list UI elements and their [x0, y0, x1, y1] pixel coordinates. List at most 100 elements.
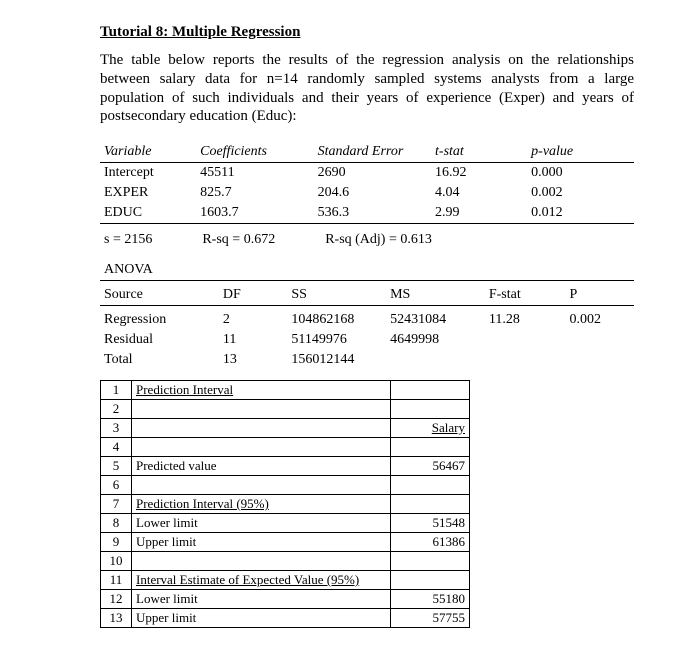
cell-ss: 156012144 — [287, 350, 386, 370]
prediction-interval-table: 1Prediction Interval23 Salary 45Predicted … — [100, 380, 470, 628]
table-row: 7Prediction Interval (95%) — [101, 495, 470, 514]
cell-coef: 45511 — [196, 163, 313, 183]
cell-se: 536.3 — [314, 203, 431, 224]
row-label — [132, 400, 391, 419]
row-value: 61386 — [391, 533, 470, 552]
page-title: Tutorial 8: Multiple Regression — [100, 24, 634, 41]
row-label: Predicted value — [132, 457, 391, 476]
cell-p — [565, 350, 634, 370]
row-label: Prediction Interval (95%) — [132, 495, 391, 514]
cell-p: 0.002 — [527, 183, 634, 203]
cell-ms — [386, 350, 485, 370]
stat-rsq: R-sq = 0.672 — [202, 232, 275, 248]
cell-ms: 4649998 — [386, 330, 485, 350]
cell-var: EDUC — [100, 203, 196, 224]
cell-src: Regression — [100, 310, 219, 330]
table-row: 3 Salary — [101, 419, 470, 438]
cell-f: 11.28 — [485, 310, 566, 330]
table-row: 12Lower limit55180 — [101, 590, 470, 609]
row-number: 2 — [101, 400, 132, 419]
cell-coef: 1603.7 — [196, 203, 313, 224]
col-standard-error: Standard Error — [314, 142, 431, 163]
cell-src: Total — [100, 350, 219, 370]
row-label: Interval Estimate of Expected Value (95%… — [132, 571, 391, 590]
cell-t: 16.92 — [431, 163, 527, 183]
col-source: Source — [100, 285, 219, 306]
table-row: 11Interval Estimate of Expected Value (9… — [101, 571, 470, 590]
row-value: 51548 — [391, 514, 470, 533]
cell-p: 0.012 — [527, 203, 634, 224]
col-p: P — [565, 285, 634, 306]
row-value — [391, 571, 470, 590]
cell-p: 0.000 — [527, 163, 634, 183]
cell-var: Intercept — [100, 163, 196, 183]
table-row: 13Upper limit57755 — [101, 609, 470, 628]
col-t-stat: t-stat — [431, 142, 527, 163]
table-row: Residual 11 51149976 4649998 — [100, 330, 634, 350]
col-p-value: p-value — [527, 142, 634, 163]
row-number: 7 — [101, 495, 132, 514]
cell-ss: 104862168 — [287, 310, 386, 330]
col-variable: Variable — [100, 142, 196, 163]
row-label — [132, 419, 391, 438]
table-row: 1Prediction Interval — [101, 381, 470, 400]
row-label — [132, 438, 391, 457]
col-df: DF — [219, 285, 288, 306]
row-number: 5 — [101, 457, 132, 476]
col-coefficients: Coefficients — [196, 142, 313, 163]
cell-var: EXPER — [100, 183, 196, 203]
row-number: 1 — [101, 381, 132, 400]
table-row: 10 — [101, 552, 470, 571]
document-page: Tutorial 8: Multiple Regression The tabl… — [0, 0, 684, 648]
row-label — [132, 476, 391, 495]
cell-f — [485, 330, 566, 350]
intro-paragraph: The table below reports the results of t… — [100, 51, 634, 126]
row-label: Prediction Interval — [132, 381, 391, 400]
col-f: F-stat — [485, 285, 566, 306]
table-row: 8Lower limit51548 — [101, 514, 470, 533]
row-number: 8 — [101, 514, 132, 533]
row-number: 6 — [101, 476, 132, 495]
cell-df: 11 — [219, 330, 288, 350]
anova-table: Source DF SS MS F-stat P Regression 2 10… — [100, 280, 634, 370]
model-stats: s = 2156 R-sq = 0.672 R-sq (Adj) = 0.613 — [100, 230, 634, 250]
row-number: 10 — [101, 552, 132, 571]
col-ss: SS — [287, 285, 386, 306]
row-number: 12 — [101, 590, 132, 609]
table-row: 4 — [101, 438, 470, 457]
anova-heading: ANOVA — [100, 256, 634, 280]
cell-se: 2690 — [314, 163, 431, 183]
stat-rsq-adj: R-sq (Adj) = 0.613 — [325, 232, 432, 248]
cell-coef: 825.7 — [196, 183, 313, 203]
row-value — [391, 476, 470, 495]
row-label: Lower limit — [132, 514, 391, 533]
row-number: 3 — [101, 419, 132, 438]
table-row: Regression 2 104862168 52431084 11.28 0.… — [100, 310, 634, 330]
row-value: Salary — [391, 419, 470, 438]
cell-t: 2.99 — [431, 203, 527, 224]
cell-src: Residual — [100, 330, 219, 350]
table-row: EXPER 825.7 204.6 4.04 0.002 — [100, 183, 634, 203]
row-number: 4 — [101, 438, 132, 457]
row-value — [391, 381, 470, 400]
row-value — [391, 400, 470, 419]
table-row: 6 — [101, 476, 470, 495]
cell-ms: 52431084 — [386, 310, 485, 330]
row-label: Lower limit — [132, 590, 391, 609]
table-row: Intercept 45511 2690 16.92 0.000 — [100, 163, 634, 183]
row-value: 57755 — [391, 609, 470, 628]
row-label: Upper limit — [132, 533, 391, 552]
row-value: 56467 — [391, 457, 470, 476]
table-row: 5Predicted value56467 — [101, 457, 470, 476]
row-value: 55180 — [391, 590, 470, 609]
col-ms: MS — [386, 285, 485, 306]
row-value — [391, 438, 470, 457]
table-row: EDUC 1603.7 536.3 2.99 0.012 — [100, 203, 634, 224]
table-row: 2 — [101, 400, 470, 419]
regression-table: Variable Coefficients Standard Error t-s… — [100, 142, 634, 224]
row-value — [391, 552, 470, 571]
row-number: 13 — [101, 609, 132, 628]
cell-df: 13 — [219, 350, 288, 370]
cell-df: 2 — [219, 310, 288, 330]
cell-p — [565, 330, 634, 350]
